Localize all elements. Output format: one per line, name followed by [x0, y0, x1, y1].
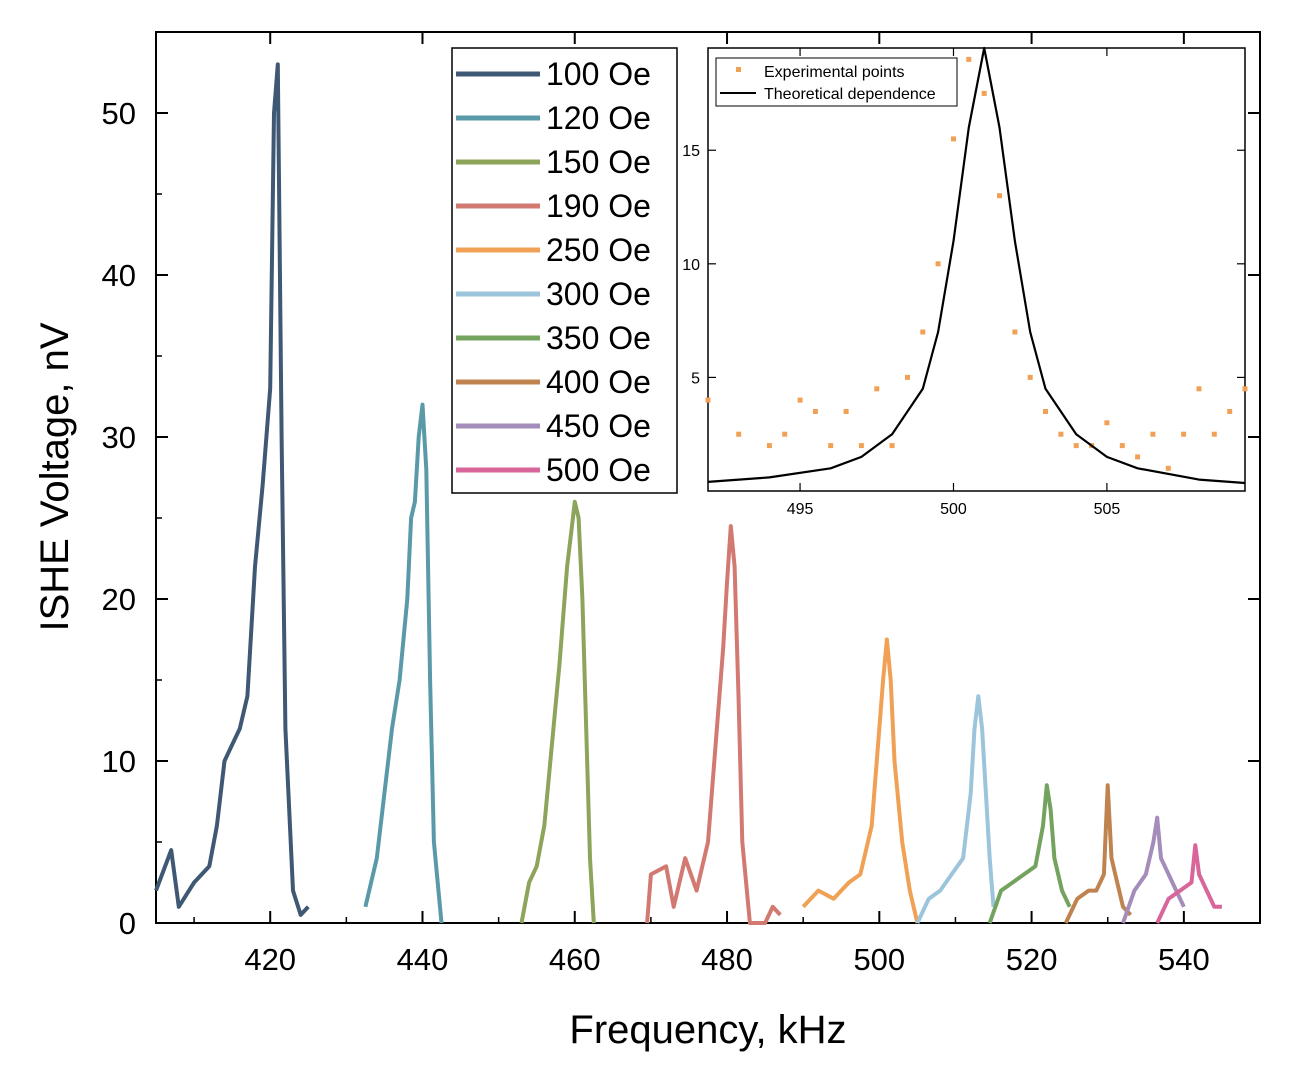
- inset-legend-label-experimental: Experimental points: [764, 64, 905, 81]
- inset-experimental-point: [828, 443, 834, 449]
- legend-label: 190 Oe: [546, 188, 651, 224]
- series-line-300-oe: [915, 694, 996, 924]
- inset-experimental-point: [1119, 443, 1125, 449]
- inset-experimental-point: [766, 443, 772, 449]
- inset-experimental-point: [1104, 420, 1110, 426]
- inset-experimental-point: [889, 443, 895, 449]
- legend-frame: [451, 47, 678, 494]
- inset-experimental-point: [966, 56, 972, 62]
- inset-y-tick-label: 15: [682, 143, 700, 160]
- inset-experimental-point: [1135, 454, 1141, 460]
- inset-experimental-point: [920, 329, 926, 335]
- y-tick-label: 20: [102, 582, 136, 617]
- series-line-190-oe: [645, 524, 782, 925]
- inset-y-tick-label: 5: [691, 370, 700, 387]
- inset-experimental-point: [858, 443, 864, 449]
- series-line-500-oe: [1155, 843, 1222, 924]
- legend-label: 450 Oe: [546, 408, 651, 444]
- inset-experimental-point: [935, 261, 941, 267]
- inset-experimental-point: [812, 409, 818, 414]
- inset-experimental-point: [1043, 409, 1048, 414]
- x-tick-label: 480: [701, 942, 753, 977]
- inset-experimental-point: [1058, 431, 1064, 437]
- inset-legend-label-theoretical: Theoretical dependence: [764, 86, 936, 103]
- x-tick-label: 520: [1006, 942, 1058, 977]
- inset-x-tick-label: 500: [940, 501, 967, 518]
- inset-experimental-point: [1211, 431, 1217, 437]
- main-plot-frame: [155, 31, 1261, 924]
- inset-plot-frame: [707, 47, 1246, 492]
- y-tick-label: 30: [102, 420, 136, 455]
- inset-experimental-point: [1027, 374, 1033, 380]
- x-tick-label: 500: [853, 942, 905, 977]
- inset-experimental-point: [1181, 431, 1187, 437]
- inset-experimental-point: [905, 374, 910, 380]
- inset-experimental-point: [1196, 386, 1202, 392]
- x-tick-label: 420: [244, 942, 296, 977]
- series-line-120-oe: [363, 402, 444, 924]
- main-axis-ticks: 420 440 460 480 500 520 540 0 10 20 30 40 50: [102, 32, 1260, 977]
- series-line-250-oe: [801, 637, 920, 924]
- inset-legend-frame: [715, 57, 958, 107]
- inset-experimental-point: [782, 431, 788, 437]
- series-line-450-oe: [1121, 815, 1186, 924]
- inset-experimental-point: [843, 409, 849, 414]
- inset-theoretical-curve: [707, 46, 1246, 485]
- main-series-group: [154, 62, 1222, 925]
- x-axis-title: Frequency, kHz: [569, 1008, 846, 1052]
- y-tick-label: 0: [119, 906, 136, 941]
- legend-label: 250 Oe: [546, 232, 651, 268]
- inset-experimental-point: [981, 90, 987, 96]
- inset-experimental-point: [997, 193, 1002, 199]
- legend-label: 400 Oe: [546, 364, 651, 400]
- legend-label: 120 Oe: [546, 100, 651, 136]
- series-line-350-oe: [987, 783, 1072, 924]
- inset-x-tick-label: 495: [787, 501, 814, 518]
- x-tick-label: 460: [549, 942, 601, 977]
- inset-series-group: [705, 46, 1248, 485]
- y-axis-title: ISHE Voltage, nV: [33, 322, 77, 631]
- inset-experimental-point: [1073, 443, 1079, 449]
- x-tick-label: 540: [1158, 942, 1210, 977]
- inset-experimental-point: [1165, 465, 1171, 471]
- inset-experimental-point: [1242, 386, 1248, 392]
- inset-y-tick-label: 10: [682, 257, 700, 274]
- inset-experimental-point: [705, 397, 711, 403]
- series-line-100-oe: [154, 62, 310, 917]
- series-line-150-oe: [519, 499, 596, 924]
- inset-experimental-point: [797, 397, 803, 403]
- inset-experimental-point: [736, 431, 742, 437]
- inset-experimental-point: [874, 386, 880, 392]
- y-tick-label: 40: [102, 258, 136, 293]
- legend: 100 Oe 120 Oe 150 Oe 190 Oe 250 Oe 300 Oe 350 …: [451, 47, 678, 494]
- legend-label: 500 Oe: [546, 452, 651, 488]
- inset-experimental-point: [951, 136, 956, 142]
- legend-label: 350 Oe: [546, 320, 651, 356]
- inset-x-tick-label: 505: [1094, 501, 1121, 518]
- y-tick-label: 50: [102, 96, 136, 131]
- legend-label: 150 Oe: [546, 144, 651, 180]
- x-tick-label: 440: [397, 942, 449, 977]
- inset-legend-marker-experimental: [736, 67, 741, 72]
- legend-label: 100 Oe: [546, 56, 651, 92]
- inset-experimental-point: [1012, 329, 1018, 335]
- inset-legend: Experimental points Theoretical dependen…: [715, 57, 958, 107]
- inset-experimental-point: [1150, 431, 1156, 437]
- legend-label: 300 Oe: [546, 276, 651, 312]
- series-line-400-oe: [1063, 783, 1133, 924]
- inset-experimental-point: [1227, 409, 1233, 414]
- y-tick-label: 10: [102, 744, 136, 779]
